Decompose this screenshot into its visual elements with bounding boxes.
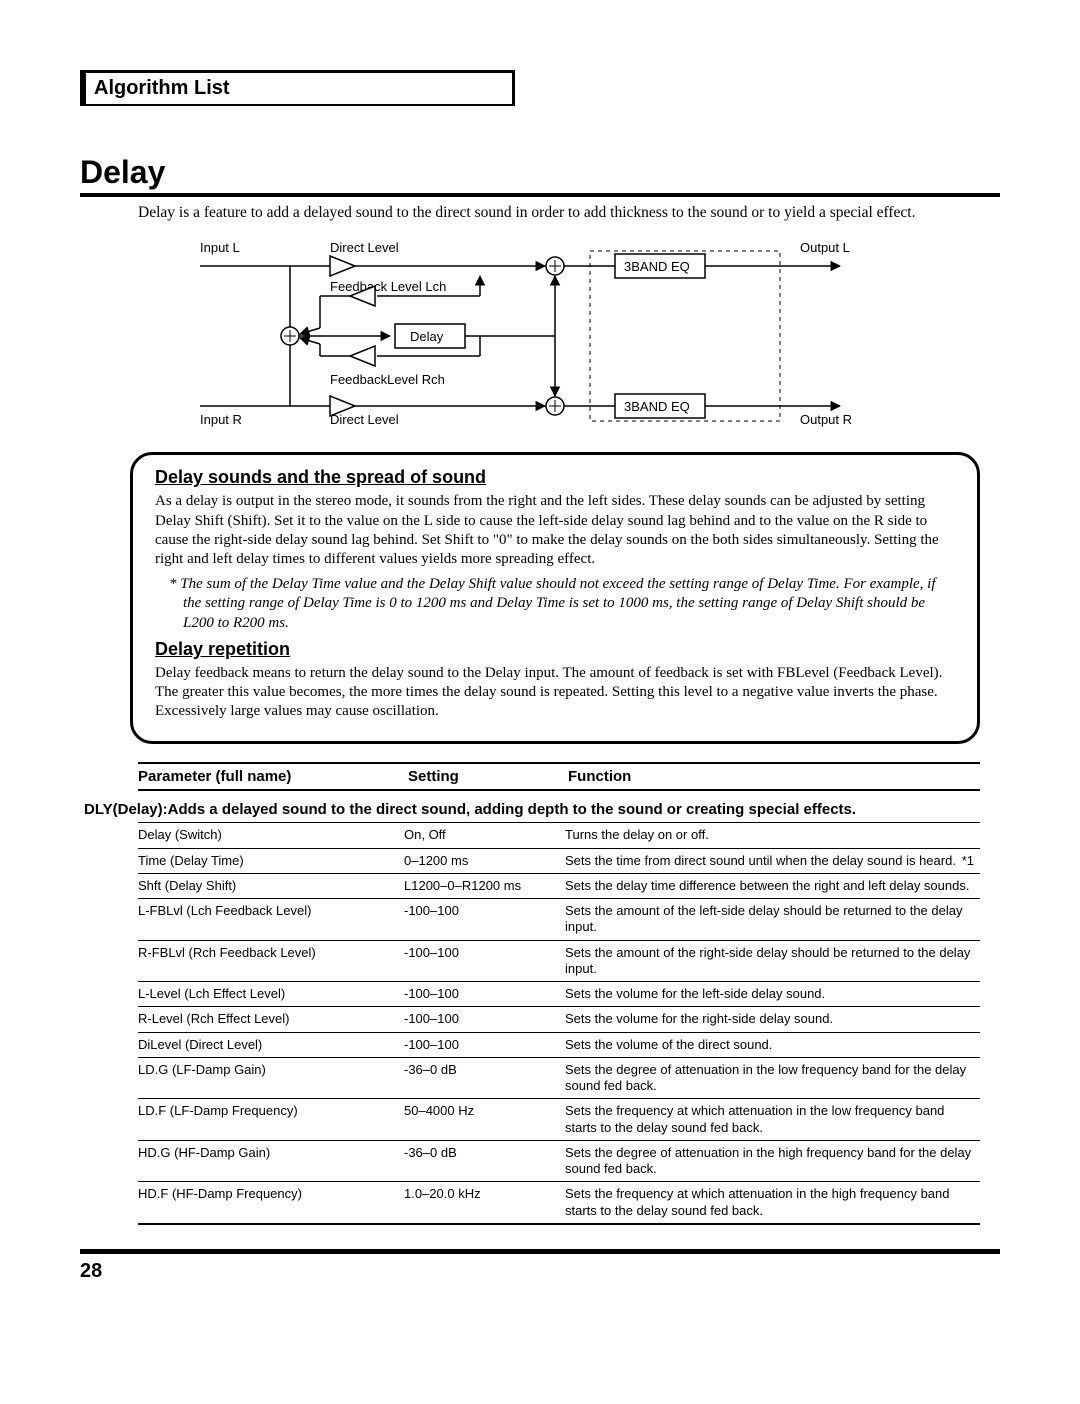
cell-param: HD.G (HF-Damp Gain) — [138, 1140, 404, 1182]
header-param: Parameter (full name) — [138, 768, 408, 785]
cell-setting: -100–100 — [404, 1007, 565, 1032]
section-title: Delay — [80, 154, 1000, 197]
table-row: L-Level (Lch Effect Level)-100–100Sets t… — [138, 982, 980, 1007]
table-row: HD.F (HF-Damp Frequency)1.0–20.0 kHzSets… — [138, 1182, 980, 1224]
callout-heading-1: Delay sounds and the spread of sound — [155, 467, 955, 488]
label-direct-level-top: Direct Level — [330, 240, 399, 255]
cell-function: Sets the frequency at which attenuation … — [565, 1182, 980, 1224]
cell-param: L-FBLvl (Lch Feedback Level) — [138, 899, 404, 941]
cell-function: Sets the volume for the right-side delay… — [565, 1007, 980, 1032]
cell-function: Sets the frequency at which attenuation … — [565, 1099, 980, 1141]
table-row: L-FBLvl (Lch Feedback Level)-100–100Sets… — [138, 899, 980, 941]
table-row: DiLevel (Direct Level)-100–100Sets the v… — [138, 1032, 980, 1057]
table-row: Time (Delay Time)0–1200 msSets the time … — [138, 848, 980, 873]
cell-param: R-Level (Rch Effect Level) — [138, 1007, 404, 1032]
cell-function: Sets the delay time difference between t… — [565, 873, 980, 898]
cell-setting: -36–0 dB — [404, 1057, 565, 1099]
label-feedback-rch: FeedbackLevel Rch — [330, 372, 445, 387]
page-number: 28 — [80, 1260, 102, 1282]
cell-function: Sets the volume of the direct sound. — [565, 1032, 980, 1057]
cell-setting: 50–4000 Hz — [404, 1099, 565, 1141]
cell-param: L-Level (Lch Effect Level) — [138, 982, 404, 1007]
cell-param: Delay (Switch) — [138, 823, 404, 848]
param-group-title: DLY(Delay):Adds a delayed sound to the d… — [84, 801, 1000, 818]
cell-function: Sets the volume for the left-side delay … — [565, 982, 980, 1007]
param-table: Delay (Switch)On, OffTurns the delay on … — [138, 822, 980, 1225]
table-row: R-Level (Rch Effect Level)-100–100Sets t… — [138, 1007, 980, 1032]
cell-footnote: *1 — [962, 853, 974, 869]
header-function: Function — [568, 768, 980, 785]
table-row: Shft (Delay Shift)L1200–0–R1200 msSets t… — [138, 873, 980, 898]
callout-paragraph-2: Delay feedback means to return the delay… — [155, 664, 955, 722]
label-eq-top: 3BAND EQ — [624, 259, 690, 274]
cell-setting: -100–100 — [404, 1032, 565, 1057]
label-feedback-lch: Feedback Level Lch — [330, 279, 446, 294]
intro-paragraph: Delay is a feature to add a delayed soun… — [138, 203, 1000, 222]
cell-setting: -36–0 dB — [404, 1140, 565, 1182]
cell-setting: -100–100 — [404, 982, 565, 1007]
table-row: R-FBLvl (Rch Feedback Level)-100–100Sets… — [138, 940, 980, 982]
cell-setting: 0–1200 ms — [404, 848, 565, 873]
cell-setting: On, Off — [404, 823, 565, 848]
label-eq-bot: 3BAND EQ — [624, 399, 690, 414]
label-direct-level-bot: Direct Level — [330, 412, 399, 427]
callout-paragraph-1: As a delay is output in the stereo mode,… — [155, 492, 955, 569]
cell-param: DiLevel (Direct Level) — [138, 1032, 404, 1057]
cell-function: Sets the amount of the right-side delay … — [565, 940, 980, 982]
cell-function: Turns the delay on or off. — [565, 823, 980, 848]
header-tab: Algorithm List — [80, 70, 515, 106]
cell-param: LD.G (LF-Damp Gain) — [138, 1057, 404, 1099]
label-input-r: Input R — [200, 412, 242, 427]
cell-setting: 1.0–20.0 kHz — [404, 1182, 565, 1224]
cell-param: HD.F (HF-Damp Frequency) — [138, 1182, 404, 1224]
callout-box: Delay sounds and the spread of sound As … — [130, 452, 980, 744]
table-row: LD.F (LF-Damp Frequency)50–4000 HzSets t… — [138, 1099, 980, 1141]
label-input-l: Input L — [200, 240, 240, 255]
page-footer: 28 — [80, 1249, 1000, 1283]
cell-param: R-FBLvl (Rch Feedback Level) — [138, 940, 404, 982]
table-row: LD.G (LF-Damp Gain)-36–0 dBSets the degr… — [138, 1057, 980, 1099]
label-output-r: Output R — [800, 412, 852, 427]
cell-setting: L1200–0–R1200 ms — [404, 873, 565, 898]
cell-function: Sets the degree of attenuation in the hi… — [565, 1140, 980, 1182]
cell-setting: -100–100 — [404, 899, 565, 941]
label-output-l: Output L — [800, 240, 850, 255]
callout-note: * The sum of the Delay Time value and th… — [169, 575, 955, 633]
cell-function: Sets the time from direct sound until wh… — [565, 848, 980, 873]
table-row: HD.G (HF-Damp Gain)-36–0 dBSets the degr… — [138, 1140, 980, 1182]
cell-function: Sets the amount of the left-side delay s… — [565, 899, 980, 941]
callout-heading-2: Delay repetition — [155, 639, 955, 660]
signal-flow-diagram: Input L Direct Level 3BAND EQ Output L F… — [200, 236, 1000, 436]
cell-param: Shft (Delay Shift) — [138, 873, 404, 898]
param-table-header: Parameter (full name) Setting Function — [138, 762, 980, 791]
cell-setting: -100–100 — [404, 940, 565, 982]
cell-param: Time (Delay Time) — [138, 848, 404, 873]
cell-function: Sets the degree of attenuation in the lo… — [565, 1057, 980, 1099]
cell-param: LD.F (LF-Damp Frequency) — [138, 1099, 404, 1141]
header-setting: Setting — [408, 768, 568, 785]
table-row: Delay (Switch)On, OffTurns the delay on … — [138, 823, 980, 848]
label-delay-box: Delay — [410, 329, 444, 344]
